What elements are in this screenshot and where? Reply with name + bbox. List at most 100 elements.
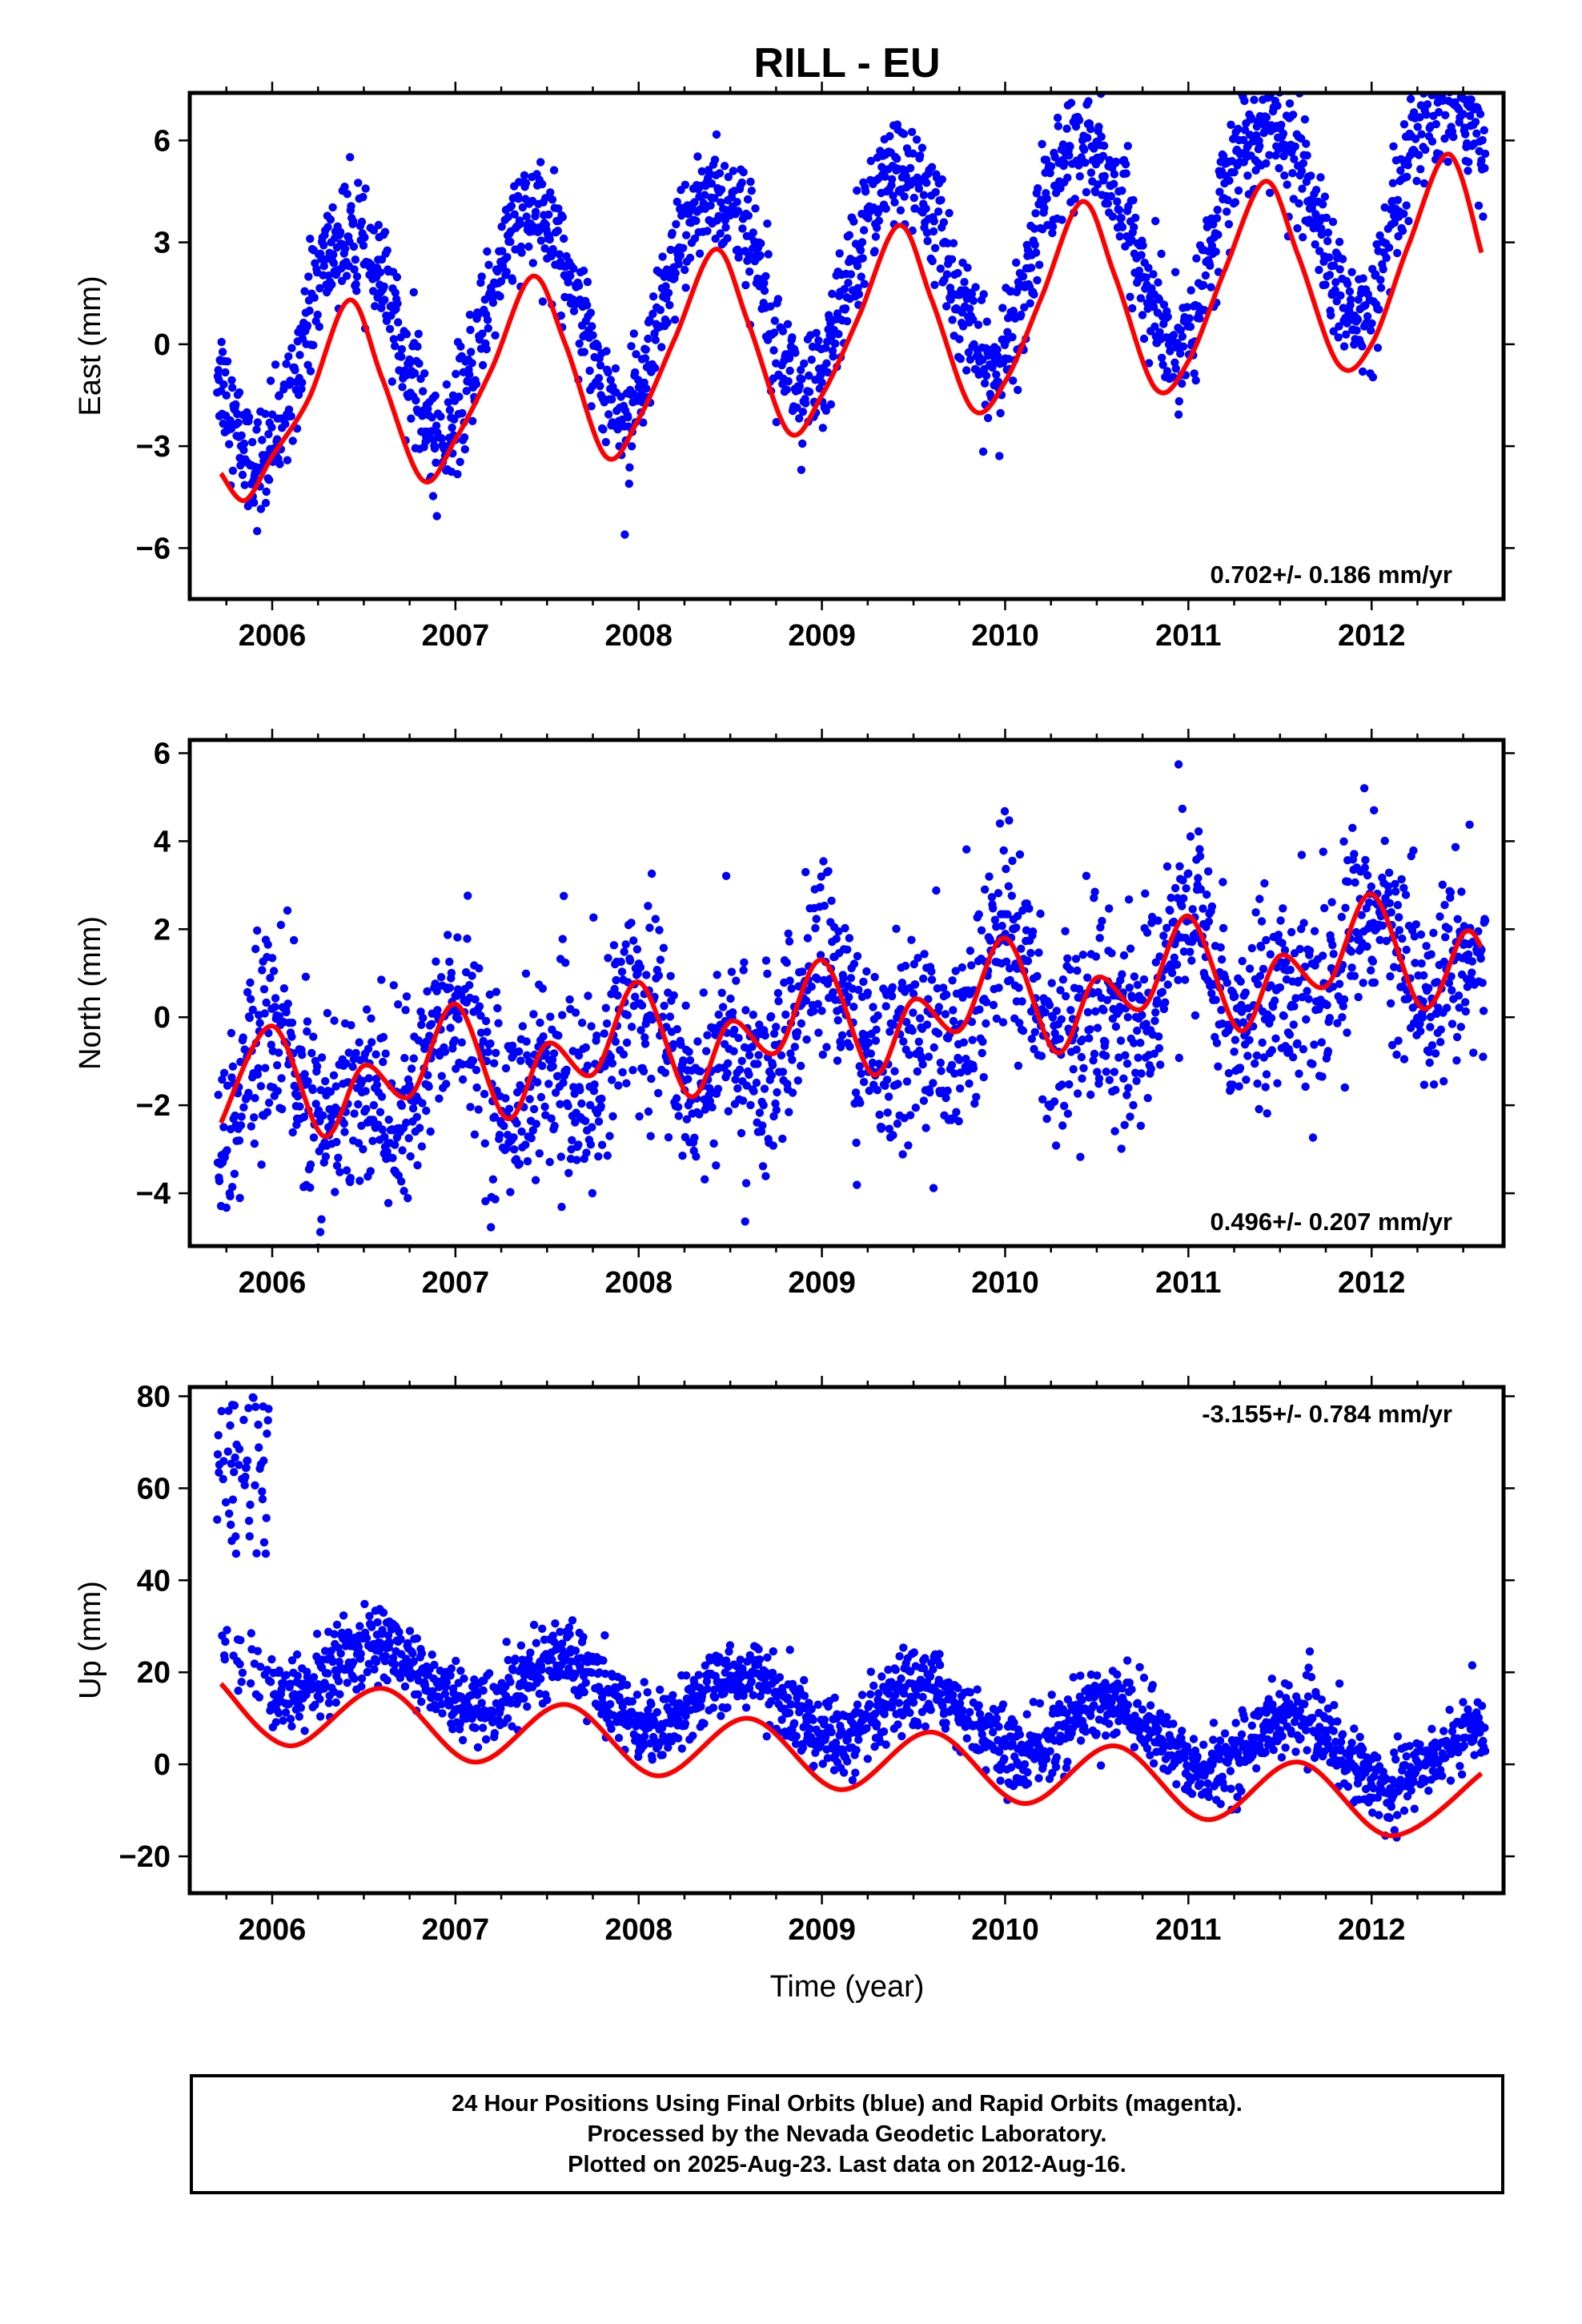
data-point xyxy=(777,1051,786,1060)
data-point xyxy=(561,959,570,967)
data-point xyxy=(538,1624,547,1634)
data-point xyxy=(1166,347,1174,356)
data-point xyxy=(1416,930,1426,939)
data-point xyxy=(1477,946,1486,955)
data-point xyxy=(254,1063,263,1073)
data-point xyxy=(763,219,772,228)
data-point xyxy=(310,293,319,302)
data-point xyxy=(647,869,656,879)
data-point xyxy=(978,447,988,456)
data-point xyxy=(297,384,306,393)
data-point xyxy=(217,1406,226,1416)
data-point xyxy=(535,1149,544,1158)
data-point xyxy=(383,1676,391,1685)
data-point xyxy=(948,976,957,985)
data-point xyxy=(1480,163,1489,173)
data-point xyxy=(859,226,869,235)
data-point xyxy=(636,1026,645,1035)
data-point xyxy=(1382,253,1391,263)
data-point xyxy=(977,926,986,935)
data-point xyxy=(1187,937,1197,947)
data-point xyxy=(580,1687,588,1697)
data-point xyxy=(502,267,511,276)
data-point xyxy=(388,1153,397,1163)
data-point xyxy=(536,1018,544,1027)
data-point xyxy=(690,198,699,207)
data-point xyxy=(936,1058,946,1068)
data-point xyxy=(865,1086,874,1096)
data-point xyxy=(994,352,1002,361)
data-point xyxy=(1300,115,1310,124)
data-point xyxy=(264,430,273,439)
data-point xyxy=(1106,191,1116,201)
data-point xyxy=(989,904,998,913)
data-point xyxy=(914,1037,924,1047)
east-rate-label: 0.702+/- 0.186 mm/yr xyxy=(1211,561,1452,589)
data-point xyxy=(1335,237,1344,247)
data-point xyxy=(618,1702,627,1711)
data-point xyxy=(1111,1085,1120,1095)
data-point xyxy=(793,1076,802,1085)
data-point xyxy=(1230,1047,1239,1056)
data-point xyxy=(641,345,650,354)
data-point xyxy=(1274,931,1283,939)
data-point xyxy=(958,322,968,331)
up-panel: 2006 2007 2008 2009 2010 2011 2012−20020406080… xyxy=(74,1376,1515,1947)
data-point xyxy=(564,1101,572,1111)
data-point xyxy=(1406,94,1415,103)
data-point xyxy=(763,969,772,979)
data-point xyxy=(521,179,531,187)
data-point xyxy=(1442,66,1450,74)
data-point xyxy=(760,279,769,287)
data-point xyxy=(549,1049,559,1058)
data-point xyxy=(651,336,660,344)
data-point xyxy=(813,999,822,1008)
data-point xyxy=(1289,1020,1299,1029)
data-point xyxy=(1078,1074,1086,1084)
data-point xyxy=(607,1724,616,1733)
data-point xyxy=(470,1130,480,1139)
data-point xyxy=(225,440,234,448)
data-point xyxy=(795,382,804,391)
data-point xyxy=(1431,1049,1440,1058)
data-point xyxy=(1444,924,1453,934)
data-point xyxy=(1071,122,1081,131)
data-point xyxy=(786,1049,795,1058)
data-point xyxy=(1252,1051,1262,1060)
data-point xyxy=(1214,1062,1223,1072)
data-point xyxy=(351,279,360,289)
data-point xyxy=(1413,123,1423,131)
data-point xyxy=(1241,988,1251,997)
data-point xyxy=(729,1008,737,1017)
data-point xyxy=(1368,372,1378,382)
data-point xyxy=(1040,203,1049,213)
data-point xyxy=(1442,54,1450,62)
data-point xyxy=(424,1071,432,1080)
data-point xyxy=(1368,957,1378,966)
data-point xyxy=(305,306,314,316)
data-point xyxy=(502,1638,511,1647)
data-point xyxy=(743,195,753,204)
data-point xyxy=(413,1690,423,1699)
data-point xyxy=(537,1665,546,1675)
data-point xyxy=(306,1160,315,1169)
data-point xyxy=(745,1070,753,1080)
east-plot-frame xyxy=(187,90,1506,601)
data-point xyxy=(370,1665,379,1674)
data-point xyxy=(1323,236,1332,246)
data-point xyxy=(731,1075,740,1084)
data-point xyxy=(1120,1120,1129,1130)
data-point xyxy=(1156,1060,1165,1069)
data-point xyxy=(873,1011,882,1020)
data-point xyxy=(219,1474,227,1484)
data-point xyxy=(1126,944,1135,953)
data-point xyxy=(942,302,951,311)
data-point xyxy=(1316,173,1325,182)
data-point xyxy=(1224,219,1234,229)
data-point xyxy=(378,1626,387,1634)
data-point xyxy=(724,172,733,182)
data-point xyxy=(1265,188,1275,197)
data-point xyxy=(739,167,748,177)
data-point xyxy=(1055,1035,1065,1043)
data-point xyxy=(518,203,528,212)
